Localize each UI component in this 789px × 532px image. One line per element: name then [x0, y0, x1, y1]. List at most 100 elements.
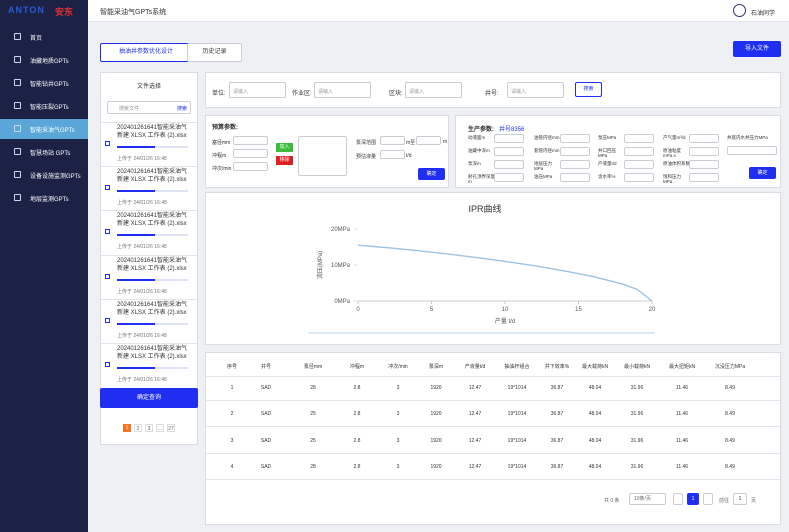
goto-input[interactable]: 1	[733, 493, 747, 505]
menu-item[interactable]: 设备设施监测GPTs	[30, 174, 81, 180]
production-input[interactable]	[624, 134, 654, 143]
menu-item[interactable]: 首页	[30, 36, 43, 42]
table-header: 最大扭矩kN	[668, 364, 696, 370]
volume-input[interactable]	[380, 150, 405, 159]
file-name[interactable]: 202401261641智能采油气新建 XLSX 工作表 (2).xlsx	[117, 257, 188, 272]
table-cell: 11.46	[675, 437, 689, 444]
tab[interactable]: 历史记录	[187, 43, 242, 62]
file-divider	[101, 254, 197, 256]
menu-icon	[14, 125, 21, 132]
file-name[interactable]: 202401261641智能采油气新建 XLSX 工作表 (2).xlsx	[117, 125, 188, 139]
import-button[interactable]: 导入文件	[733, 41, 781, 57]
user-name[interactable]: 石油同学	[751, 11, 776, 17]
production-confirm[interactable]: 确定	[749, 167, 776, 179]
file-checkbox[interactable]	[105, 229, 110, 235]
budget-list[interactable]	[298, 136, 347, 176]
total: 共 0 条	[604, 498, 620, 504]
production-input[interactable]	[624, 173, 654, 182]
file-page[interactable]: ...	[156, 424, 164, 432]
table-header: 冲次/min	[388, 364, 408, 370]
table-line	[206, 452, 780, 454]
table-cell: 19*1014	[507, 437, 527, 444]
budget-input[interactable]	[233, 162, 268, 171]
production-input[interactable]	[689, 160, 719, 169]
table-header: 序号	[226, 364, 237, 370]
budget-confirm[interactable]: 确定	[418, 168, 445, 180]
table-line	[206, 400, 780, 401]
file-page[interactable]: 1	[123, 424, 131, 432]
table-cell: 19*1014	[507, 411, 527, 418]
table-cell: 8.49	[725, 437, 735, 444]
next-page[interactable]	[703, 493, 713, 505]
filter-label: 作业区:	[292, 91, 312, 97]
production-input[interactable]	[560, 173, 590, 182]
table-header: 抽油杆组合	[504, 364, 530, 370]
budget-input[interactable]	[233, 136, 268, 145]
file-checkbox[interactable]	[105, 362, 110, 367]
file-checkbox[interactable]	[105, 317, 110, 323]
production-input[interactable]	[624, 147, 654, 156]
search-link[interactable]: 搜索	[177, 106, 188, 112]
production-input[interactable]	[560, 160, 590, 169]
file-page[interactable]: 3	[145, 424, 153, 432]
production-input[interactable]	[494, 134, 524, 143]
confirm-query[interactable]: 确定查询	[100, 388, 198, 408]
menu-item[interactable]: 智能采油气GPTs	[30, 128, 75, 134]
menu-item[interactable]: 智能钻井GPTs	[30, 82, 69, 88]
production-input[interactable]	[560, 147, 590, 156]
file-name[interactable]: 202401261641智能采油气新建 XLSX 工作表 (2).xlsx	[117, 301, 188, 316]
depth-to: m至	[406, 140, 416, 146]
add-button[interactable]: 加入	[276, 143, 293, 152]
goto-label: 前往	[719, 498, 730, 504]
table-cell: 8.49	[725, 385, 735, 391]
production-input[interactable]	[689, 134, 719, 143]
table-cell: 11.46	[675, 463, 689, 470]
menu-item[interactable]: 地层监测GPTs	[30, 197, 69, 203]
menu-icon	[14, 56, 21, 63]
file-page[interactable]: 2	[134, 424, 142, 432]
production-input[interactable]	[689, 147, 719, 156]
page-size[interactable]: 10条/页	[629, 493, 666, 505]
production-input[interactable]	[560, 134, 590, 143]
tab[interactable]: 抽油井参数优化设计	[100, 43, 192, 62]
production-input[interactable]	[494, 173, 524, 182]
filter-input[interactable]	[229, 82, 286, 98]
table-header: 井号	[260, 364, 271, 370]
filter-input[interactable]	[507, 82, 564, 98]
user-icon[interactable]	[733, 4, 746, 17]
depth-from[interactable]	[380, 136, 405, 145]
file-name[interactable]: 202401261641智能采油气新建 XLSX 工作表 (2).xlsx	[117, 169, 188, 184]
table-cell: 12.47	[468, 411, 482, 418]
file-checkbox[interactable]	[105, 273, 110, 279]
table-cell: 48.04	[588, 411, 602, 418]
filter-input[interactable]	[314, 82, 371, 98]
production-input[interactable]	[494, 160, 524, 169]
filter-search[interactable]: 搜索	[575, 82, 602, 97]
menu-item[interactable]: 智能压裂GPTs	[30, 105, 69, 111]
production-input[interactable]	[727, 146, 777, 155]
table-cell: 12.47	[468, 437, 482, 444]
file-page[interactable]: 27	[167, 424, 175, 432]
table-cell: 28	[310, 385, 316, 391]
file-checkbox[interactable]	[105, 185, 110, 191]
production-input[interactable]	[494, 147, 524, 156]
production-input[interactable]	[689, 173, 719, 182]
file-checkbox[interactable]	[105, 141, 110, 146]
prev-page[interactable]	[673, 493, 683, 505]
production-input[interactable]	[624, 160, 654, 169]
remove-button[interactable]: 移除	[276, 156, 293, 165]
file-name[interactable]: 202401261641智能采油气新建 XLSX 工作表 (2).xlsx	[117, 213, 188, 228]
production-label: 地层压力MPa	[534, 161, 552, 171]
menu-item[interactable]: 智慧场站 GPTs	[30, 151, 71, 157]
app-title: 智能采油气GPTs系统	[100, 9, 167, 16]
current-page[interactable]: 1	[687, 493, 699, 505]
file-divider	[101, 210, 197, 212]
depth-to-input[interactable]	[416, 136, 441, 145]
search-box[interactable]	[107, 101, 191, 114]
budget-input[interactable]	[233, 149, 268, 158]
table-cell: 2.8	[353, 411, 361, 418]
filter-input[interactable]	[405, 82, 462, 98]
menu-item[interactable]: 油藏地质GPTs	[30, 59, 69, 65]
file-name[interactable]: 202401261641智能采油气新建 XLSX 工作表 (2).xlsx	[117, 346, 188, 360]
